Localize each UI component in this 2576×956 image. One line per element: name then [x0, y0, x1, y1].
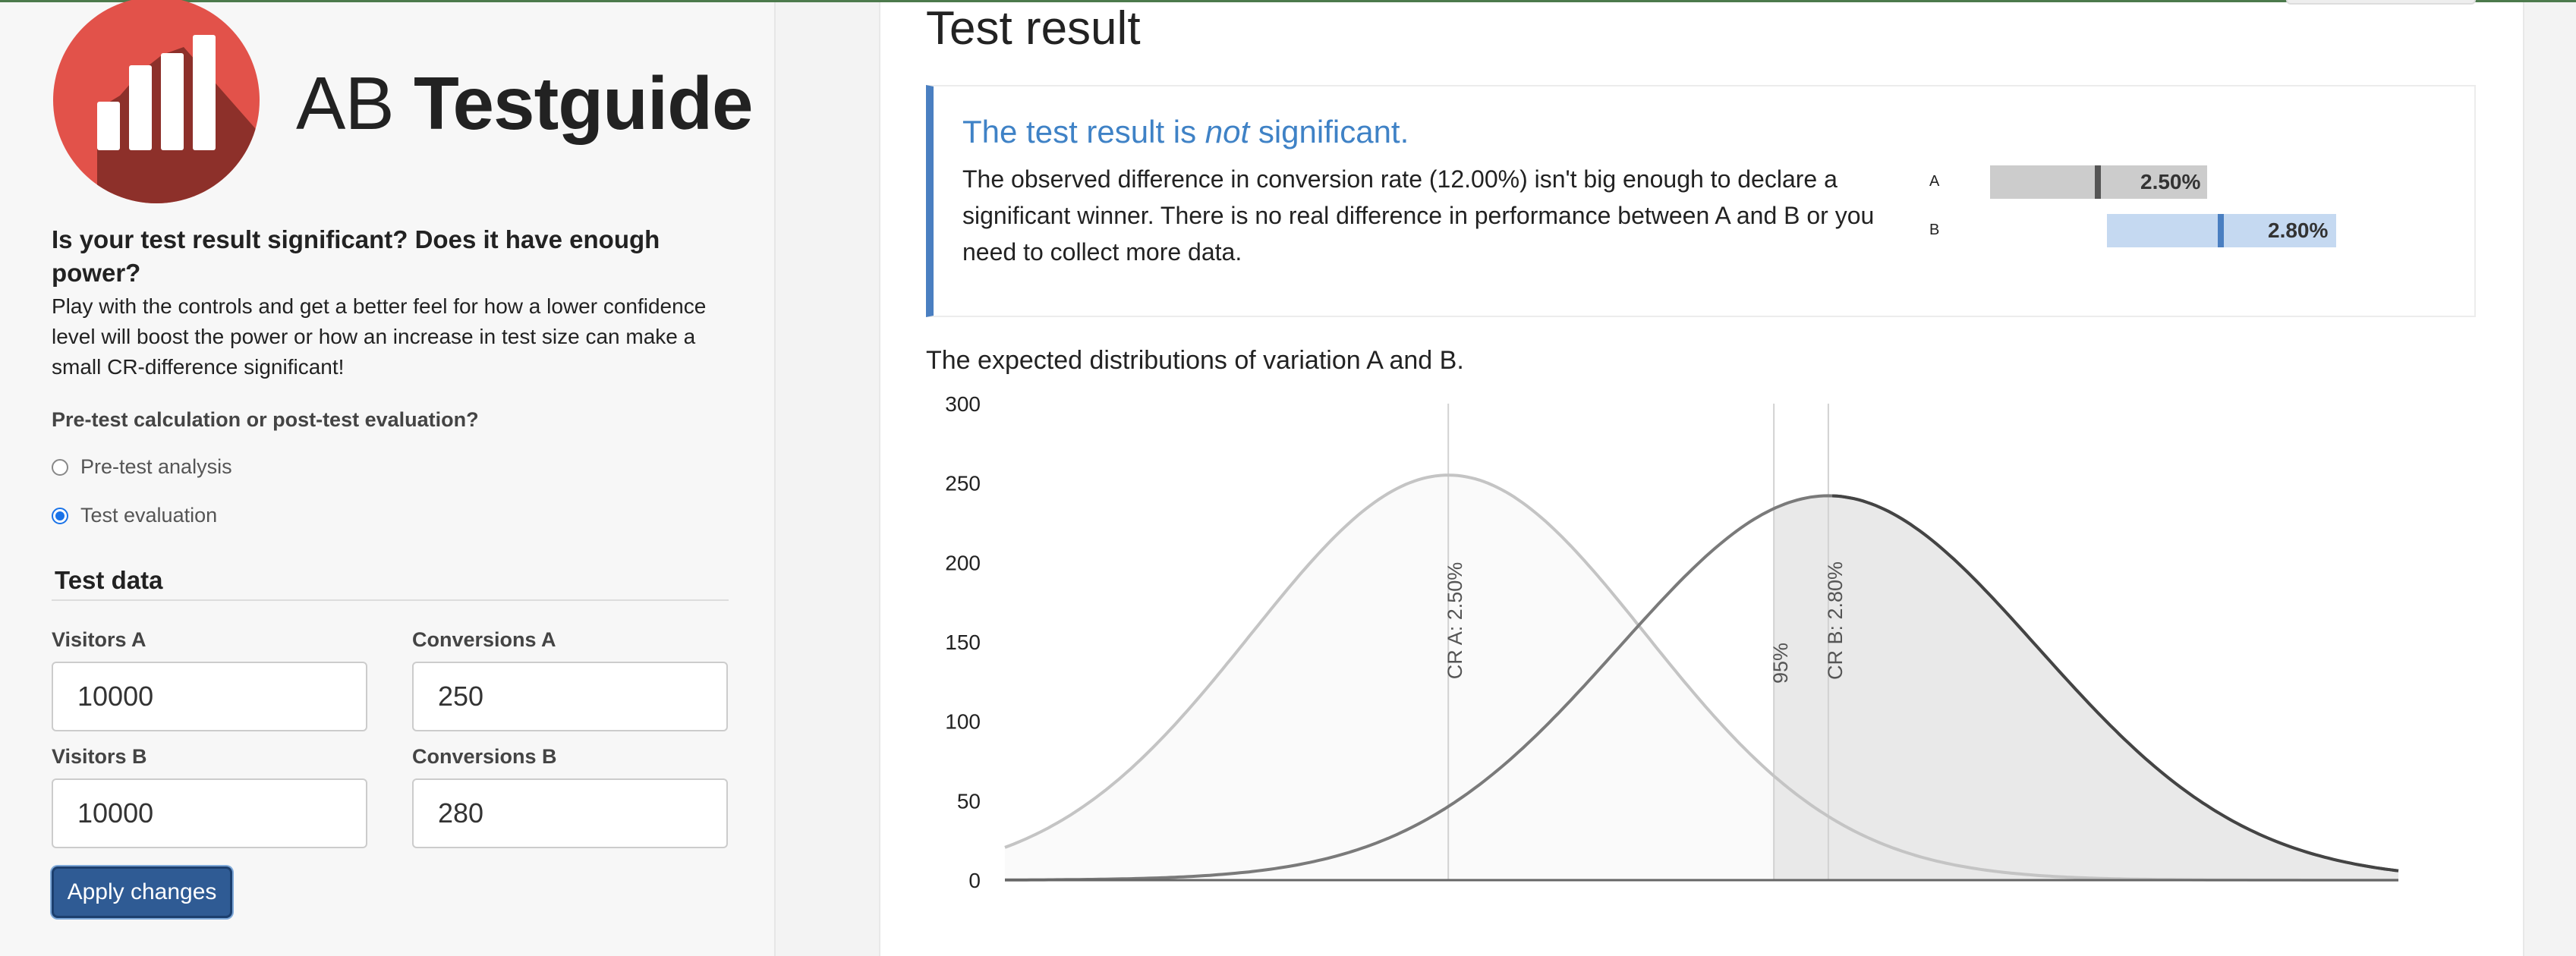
visitors-a-input[interactable] — [52, 662, 367, 731]
series-b-tail — [1831, 494, 2399, 873]
test-data-title: Test data — [55, 566, 163, 594]
visitors-a-label: Visitors A — [52, 628, 146, 651]
result-headline-pre: The test result is — [962, 114, 1205, 149]
bar-a-value: 2.50% — [2140, 170, 2201, 193]
y-tick-label: 250 — [945, 472, 981, 495]
logo-icon — [52, 0, 261, 209]
radio-pre-test-label: Pre-test analysis — [80, 455, 232, 478]
vline-label-0: CR A: 2.50% — [1444, 562, 1466, 680]
y-tick-label: 100 — [945, 710, 981, 734]
y-tick-label: 50 — [957, 789, 981, 813]
result-headline-post: significant. — [1249, 114, 1409, 149]
result-headline: The test result is not significant. — [962, 114, 1409, 150]
y-tick-label: 0 — [968, 869, 981, 892]
result-headline-em: not — [1205, 114, 1250, 149]
vline-label-1: 95% — [1769, 643, 1792, 684]
bar-b-value: 2.80% — [2268, 219, 2329, 242]
bar-b-marker — [2218, 214, 2224, 247]
bar-b-label: B — [1929, 222, 1940, 238]
radio-test-evaluation[interactable]: Test evaluation — [52, 504, 217, 527]
top-button[interactable] — [2286, 0, 2476, 5]
chart-title: The expected distributions of variation … — [926, 346, 1464, 375]
bar-a-marker — [2095, 165, 2101, 199]
radio-pre-test[interactable]: Pre-test analysis — [52, 455, 232, 479]
conversions-a-label: Conversions A — [412, 628, 556, 651]
result-text: The observed difference in conversion ra… — [962, 165, 1875, 266]
intro-description: Play with the controls and get a better … — [52, 294, 707, 379]
logo-bold: Testguide — [413, 61, 754, 145]
series-a-area — [1005, 475, 2398, 880]
logo-text: AB Testguide — [296, 61, 754, 146]
page-title: Test result — [926, 2, 1141, 55]
significance-region — [1774, 495, 2398, 880]
test-data-divider — [52, 599, 729, 601]
vline-label-2: CR B: 2.80% — [1824, 561, 1847, 680]
conversions-b-label: Conversions B — [412, 745, 557, 768]
bar-a-label: A — [1929, 173, 1940, 190]
radio-unchecked-icon[interactable] — [52, 458, 68, 476]
conversions-b-input[interactable] — [412, 778, 728, 848]
conversions-a-input[interactable] — [412, 662, 728, 731]
distribution-chart: 0 50 100 150 200 250 300 CR A: 2.50% 95% CR B: 2.… — [945, 392, 2399, 892]
intro-question: Is your test result significant? Does it… — [52, 225, 660, 287]
mode-question: Pre-test calculation or post-test evalua… — [52, 408, 479, 431]
visitors-b-input[interactable] — [52, 778, 367, 848]
radio-checked-icon[interactable] — [52, 507, 68, 524]
logo-prefix: AB — [296, 61, 395, 145]
y-tick-label: 300 — [945, 392, 981, 416]
result-callout — [926, 85, 2476, 317]
visitors-b-label: Visitors B — [52, 745, 147, 768]
y-tick-label: 200 — [945, 551, 981, 574]
top-border — [0, 0, 2576, 2]
y-tick-label: 150 — [945, 631, 981, 654]
apply-changes-button[interactable]: Apply changes — [52, 866, 232, 918]
radio-test-evaluation-label: Test evaluation — [80, 504, 218, 527]
